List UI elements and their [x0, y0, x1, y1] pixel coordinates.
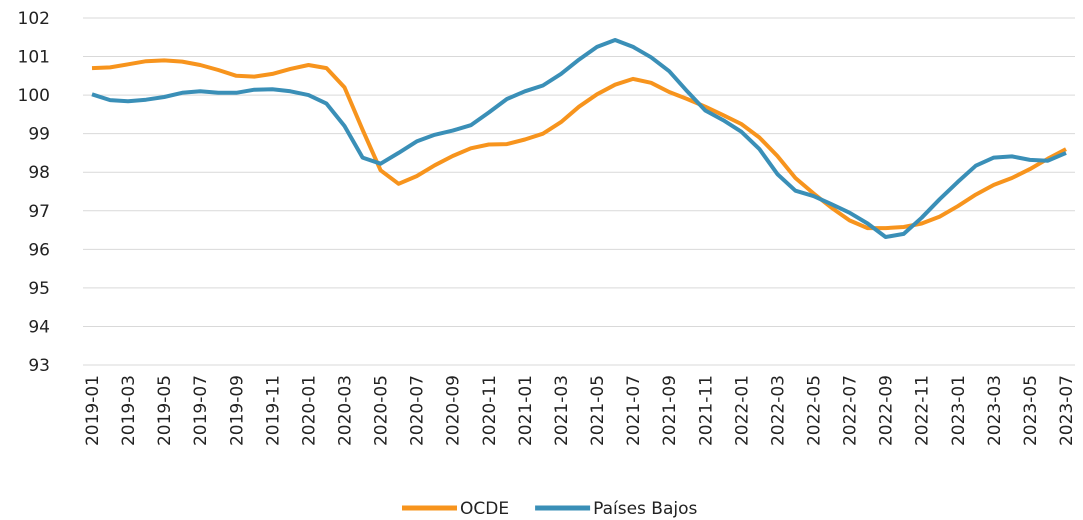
x-tick-label: 2019-05: [155, 375, 175, 446]
x-tick-label: 2019-07: [191, 375, 211, 446]
x-tick-label: 2019-09: [227, 375, 247, 446]
legend-label: Países Bajos: [593, 499, 697, 519]
x-tick-label: 2023-07: [1057, 375, 1077, 446]
x-tick-label: 2020-07: [408, 375, 428, 446]
y-tick-label: 100: [18, 86, 50, 106]
x-tick-label: 2021-09: [660, 375, 680, 446]
y-tick-label: 95: [28, 279, 50, 299]
x-tick-label: 2019-03: [119, 375, 139, 446]
x-tick-label: 2019-11: [263, 375, 283, 446]
x-tick-label: 2023-01: [949, 375, 969, 446]
y-tick-label: 102: [18, 9, 50, 29]
y-tick-label: 94: [28, 317, 50, 337]
x-tick-label: 2021-03: [552, 375, 572, 446]
y-tick-label: 99: [28, 125, 50, 145]
x-tick-label: 2022-09: [877, 375, 897, 446]
line-series: [91, 38, 1067, 239]
x-tick-label: 2022-05: [804, 375, 824, 446]
x-tick-label: 2020-03: [336, 375, 356, 446]
y-tick-label: 101: [18, 48, 50, 68]
x-tick-label: 2020-01: [299, 375, 319, 446]
legend-label: OCDE: [460, 499, 509, 519]
x-tick-label: 2020-05: [372, 375, 392, 446]
x-tick-label: 2019-01: [83, 375, 103, 446]
x-tick-label: 2020-11: [480, 375, 500, 446]
x-tick-label: 2021-01: [516, 375, 536, 446]
x-tick-label: 2021-11: [696, 375, 716, 446]
line-series: [91, 58, 1067, 231]
x-tick-label: 2021-05: [588, 375, 608, 446]
y-tick-label: 98: [28, 163, 50, 183]
x-tick-label: 2022-11: [913, 375, 933, 446]
x-tick-label: 2023-03: [985, 375, 1005, 446]
x-tick-label: 2023-05: [1021, 375, 1041, 446]
x-tick-label: 2022-03: [768, 375, 788, 446]
x-tick-label: 2021-07: [624, 375, 644, 446]
x-tick-label: 2020-09: [444, 375, 464, 446]
y-tick-label: 93: [28, 356, 50, 376]
x-tick-label: 2022-01: [732, 375, 752, 446]
y-tick-label: 96: [28, 240, 50, 260]
y-tick-label: 97: [28, 202, 50, 222]
x-tick-label: 2022-07: [841, 375, 861, 446]
